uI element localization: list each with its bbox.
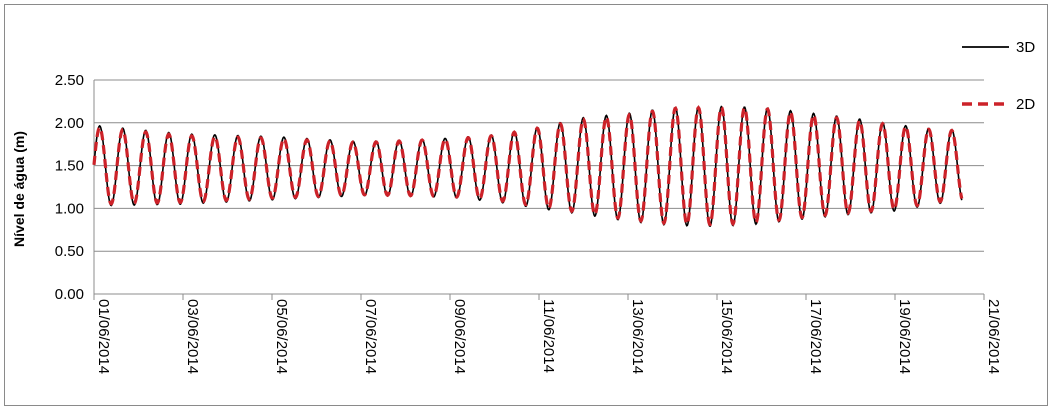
x-tick-label: 17/06/2014 xyxy=(807,299,824,374)
x-tick-label: 07/06/2014 xyxy=(362,299,379,374)
y-tick-label: 1.50 xyxy=(55,158,84,175)
y-tick-label: 0.50 xyxy=(55,243,84,260)
x-tick-label: 13/06/2014 xyxy=(629,299,646,374)
y-tick-label: 2.50 xyxy=(55,72,84,89)
x-tick-label: 09/06/2014 xyxy=(451,299,468,374)
x-tick-label: 03/06/2014 xyxy=(184,299,201,374)
x-tick-label: 15/06/2014 xyxy=(718,299,735,374)
x-tick-label: 01/06/2014 xyxy=(95,299,112,374)
gridlines xyxy=(94,79,984,295)
legend: 3D 2D xyxy=(962,39,1035,113)
legend-label-2d: 2D xyxy=(1016,96,1035,113)
x-axis: 01/06/2014 03/06/2014 05/06/2014 07/06/2014… xyxy=(93,294,1002,374)
y-tick-label: 0.00 xyxy=(55,286,84,303)
series-line-2d xyxy=(92,105,964,227)
x-tick-label: 19/06/2014 xyxy=(896,299,913,374)
plot-area xyxy=(92,105,964,228)
x-tick-label: 21/06/2014 xyxy=(985,299,1002,374)
y-axis-label: Nível de água (m) xyxy=(11,131,27,247)
x-tick-label: 05/06/2014 xyxy=(273,299,290,374)
y-tick-label: 1.00 xyxy=(55,200,84,217)
x-tick-label: 11/06/2014 xyxy=(540,299,557,373)
y-tick-label: 2.00 xyxy=(55,115,84,132)
legend-label-3d: 3D xyxy=(1016,39,1035,56)
y-axis: 0.00 0.50 1.00 1.50 2.00 2.50 xyxy=(55,72,95,303)
